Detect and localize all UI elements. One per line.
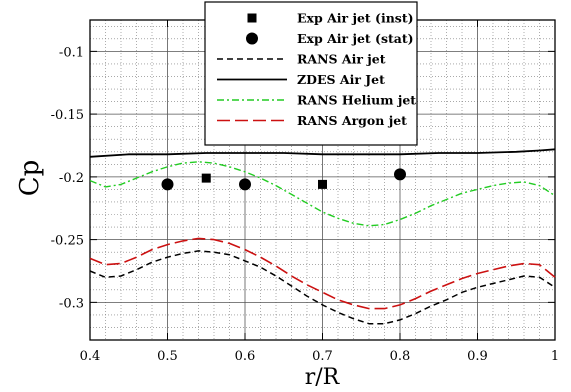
x-tick-label: 0.8 bbox=[390, 349, 411, 364]
series-line-rans-argon-jet bbox=[89, 237, 556, 310]
y-tick-label: -0.2 bbox=[59, 171, 84, 186]
y-tick-label: -0.25 bbox=[51, 234, 84, 249]
legend-label-zdes-air-jet: ZDES Air Jet bbox=[297, 72, 385, 87]
point-exp-air-jet-stat bbox=[239, 178, 251, 191]
legend-label-rans-air-jet: RANS Air jet bbox=[297, 52, 386, 67]
series-line-rans-air-jet bbox=[89, 250, 556, 325]
series-line-zdes-air-jet bbox=[89, 148, 556, 158]
legend-label-exp-air-jet-stat: Exp Air jet (stat) bbox=[297, 31, 414, 46]
y-axis-label: Cp bbox=[15, 160, 45, 197]
legend: Exp Air jet (inst) Exp Air jet (stat) RANS… bbox=[204, 1, 418, 146]
x-tick-label: 0.4 bbox=[80, 349, 101, 364]
legend-label-exp-air-jet-inst: Exp Air jet (inst) bbox=[297, 11, 414, 26]
data-series bbox=[89, 148, 556, 325]
x-tick-label: 0.5 bbox=[157, 349, 178, 364]
y-tick-label: -0.15 bbox=[51, 108, 84, 123]
legend-symbol-exp-air-jet-stat bbox=[246, 32, 258, 45]
legend-label-rans-argon-jet: RANS Argon jet bbox=[297, 113, 407, 128]
axis-ticks: 0.4 0.5 0.6 0.7 0.8 0.9 1 -0.1 -0.15 -0.2 -0.25 -0.… bbox=[51, 20, 559, 364]
point-exp-air-jet-inst bbox=[318, 179, 327, 189]
x-tick-label: 0.7 bbox=[312, 349, 333, 364]
y-tick-label: -0.3 bbox=[59, 296, 84, 311]
x-tick-label: 0.6 bbox=[235, 349, 256, 364]
x-tick-label: 1 bbox=[551, 349, 559, 364]
x-tick-label: 0.9 bbox=[467, 349, 488, 364]
x-axis-label: r/R bbox=[305, 365, 341, 390]
point-exp-air-jet-stat bbox=[161, 178, 174, 191]
y-tick-label: -0.1 bbox=[59, 45, 84, 60]
point-exp-air-jet-inst bbox=[201, 173, 211, 183]
point-exp-air-jet-stat bbox=[394, 168, 406, 181]
legend-label-rans-helium-jet: RANS Helium jet bbox=[297, 93, 416, 108]
legend-symbol-exp-air-jet-inst bbox=[247, 13, 257, 23]
